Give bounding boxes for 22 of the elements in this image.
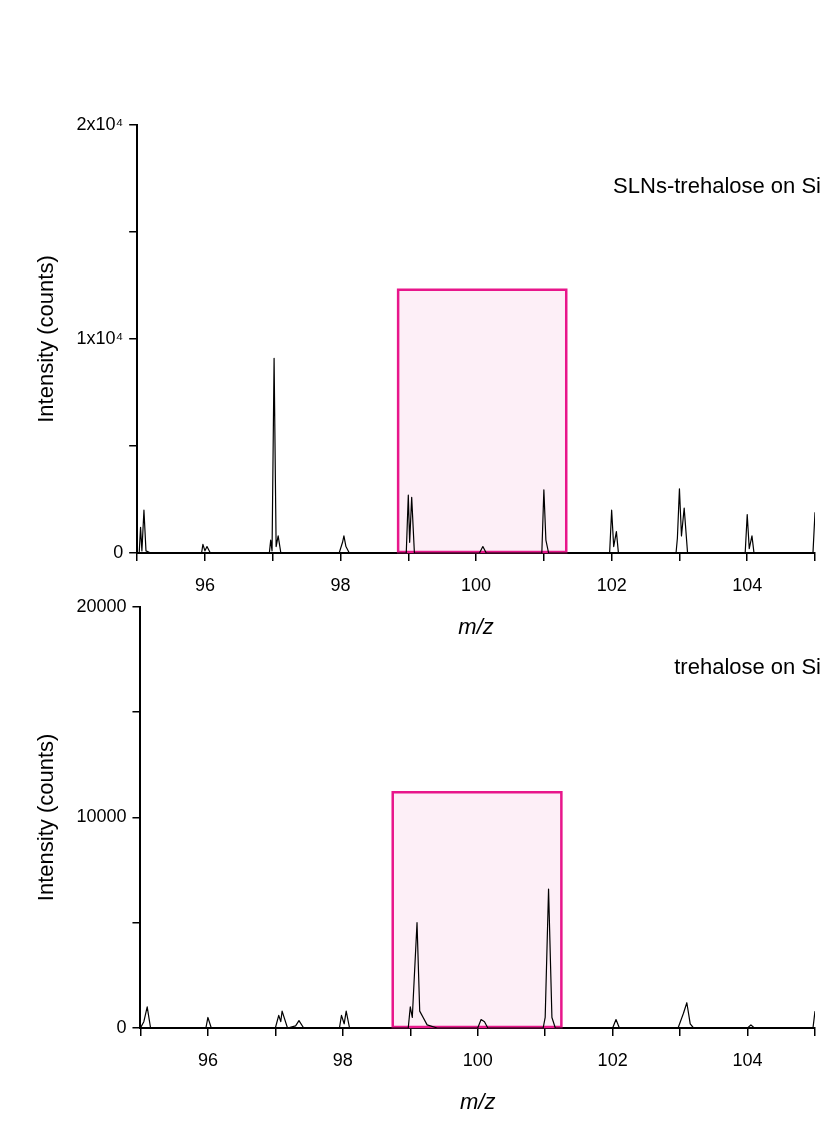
x-tick-label: 102 (596, 574, 627, 595)
x-tick-label: 96 (197, 1049, 218, 1070)
x-axis-title: m/z (458, 613, 494, 639)
y-axis-title: Intensity (counts) (33, 733, 59, 902)
x-tick-label: 98 (332, 1049, 353, 1070)
y-tick-label: 10000 (76, 806, 127, 827)
x-tick-label: 96 (194, 574, 215, 595)
y-tick-label: 0 (113, 541, 124, 562)
y-tick-label: 2x10⁴ (76, 113, 124, 134)
y-tick-label: 20000 (76, 595, 127, 616)
y-tick-label: 1x10⁴ (76, 327, 124, 348)
x-tick-label: 100 (462, 1049, 493, 1070)
x-tick-label: 104 (732, 1049, 763, 1070)
x-tick-label: 100 (461, 574, 492, 595)
y-tick-label: 0 (116, 1016, 127, 1037)
x-tick-label: 98 (330, 574, 351, 595)
annotation: SLNs-trehalose on Si (613, 173, 821, 199)
x-tick-label: 102 (597, 1049, 628, 1070)
x-axis-title: m/z (460, 1088, 496, 1114)
x-tick-label: 104 (732, 574, 763, 595)
annotation: trehalose on Si (674, 653, 821, 679)
y-axis-title: Intensity (counts) (33, 255, 59, 423)
